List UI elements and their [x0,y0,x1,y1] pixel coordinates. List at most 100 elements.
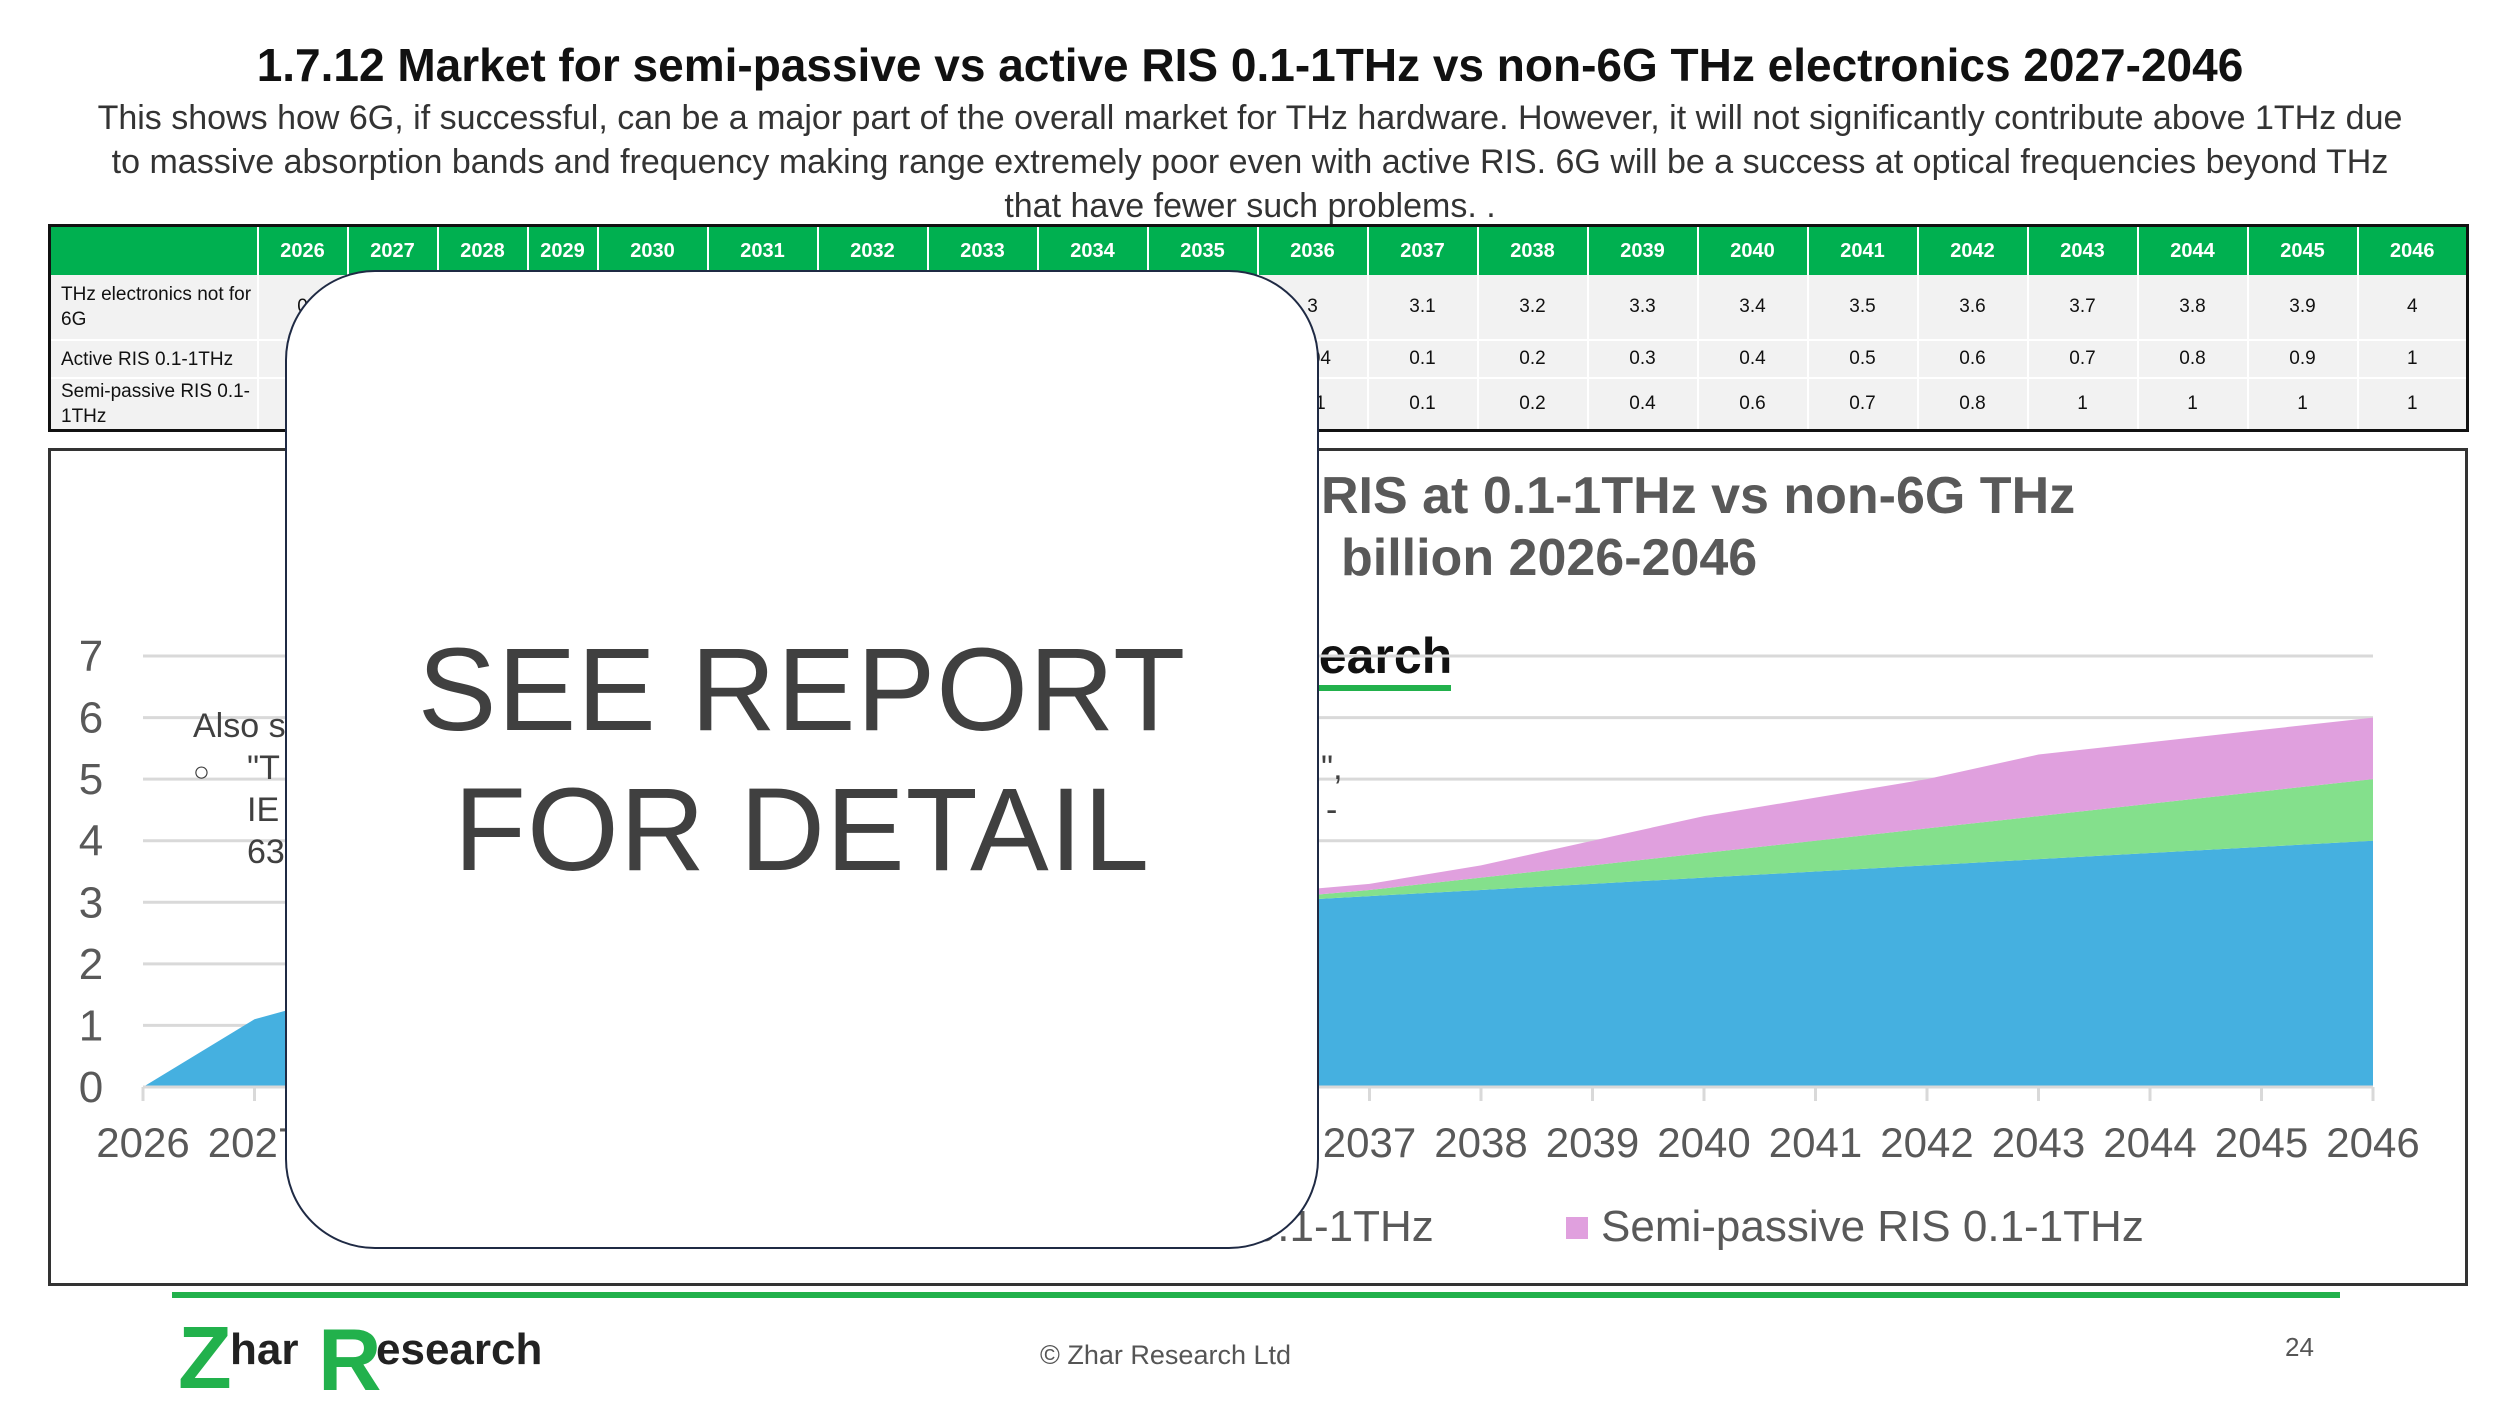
year-header: 2039 [1586,225,1698,275]
logo-esearch: esearch [376,1325,542,1374]
note-comma: ", [1321,749,1343,787]
year-header: 2031 [706,225,818,275]
y-tick-label: 3 [79,878,103,927]
x-tick-label: 2039 [1546,1119,1639,1166]
logo-r: R [318,1310,382,1398]
year-header: 2030 [596,225,708,275]
note-num: 63 [247,833,285,871]
year-header: 2040 [1696,225,1808,275]
table-cell: 3.7 [2026,275,2138,340]
copyright: © Zhar Research Ltd [1040,1340,1292,1370]
table-cell: 0.6 [1696,377,1808,431]
table-cell: 0.5 [1806,339,1918,378]
note-quote: "T [247,749,280,787]
x-tick-label: 2041 [1769,1119,1862,1166]
x-tick-label: 2026 [96,1119,189,1166]
y-tick-label: 5 [79,755,103,804]
note-dash: - [1326,791,1337,829]
y-tick-label: 2 [79,940,103,989]
year-header: 2044 [2136,225,2248,275]
year-header: 2041 [1806,225,1918,275]
page-title: 1.7.12 Market for semi-passive vs active… [256,39,2244,91]
table-cell: 3.3 [1586,275,1698,340]
overlay-line-1: SEE REPORT [417,623,1187,756]
chart-title-line-2: billion 2026-2046 [1341,529,1757,587]
table-cell: 0.7 [1806,377,1918,431]
table-cell: 0.1 [1366,377,1478,431]
note-ie: IE [247,791,279,829]
table-cell: 1 [2026,377,2138,431]
year-header: 2043 [2026,225,2138,275]
row-label: THz electronics not for 6G [48,275,258,340]
y-tick-label: 4 [79,817,103,866]
table-cell: 3.6 [1916,275,2028,340]
table-cell: 3.8 [2136,275,2248,340]
y-tick-label: 1 [79,1001,103,1050]
table-cell: 0.1 [1366,339,1478,378]
year-header: 2034 [1036,225,1148,275]
table-cell: 0.8 [1916,377,2028,431]
year-header: 2033 [926,225,1038,275]
area-series-3 [143,717,2373,1087]
table-cell: 0.9 [2246,339,2358,378]
year-header: 2036 [1256,225,1368,275]
table-cell: 0.8 [2136,339,2248,378]
year-header: 2035 [1146,225,1258,275]
table-cell: 0.6 [1916,339,2028,378]
legend-label-semi: Semi-passive RIS 0.1-1THz [1601,1202,2144,1251]
year-header: 2032 [816,225,928,275]
year-header: 2026 [256,225,348,275]
table-cell: 0.4 [1696,339,1808,378]
year-header: 2038 [1476,225,1588,275]
chart-title-line-1: RIS at 0.1-1THz vs non-6G THz [1321,467,2075,525]
page-subtitle: This shows how 6G, if successful, can be… [97,99,2403,225]
table-cell: 1 [2356,339,2468,378]
year-header: 2027 [346,225,438,275]
x-tick-label: 2043 [1992,1119,2085,1166]
x-tick-label: 2045 [2215,1119,2308,1166]
table-cell: 1 [2246,377,2358,431]
area-series-2 [143,779,2373,1087]
table-cell: 4 [2356,275,2468,340]
year-header: 2045 [2246,225,2358,275]
overlay-line-2: FOR DETAIL [453,763,1151,896]
table-cell: 3.5 [1806,275,1918,340]
zhar-research-logo: Z har R esearch [178,1308,542,1398]
page-number: 24 [2285,1332,2314,1362]
note-bullet: ○ [193,756,210,787]
table-header-row: 2026 2027 2028 2029 2030 2031 2032 2033 2034 2035… [48,225,2468,275]
chart-source-underline [1291,685,1451,691]
table-cell: 1 [2356,377,2468,431]
table-cell: 3.1 [1366,275,1478,340]
table-cell: 3.2 [1476,275,1588,340]
year-header: 2037 [1366,225,1478,275]
table-cell: 0.3 [1586,339,1698,378]
table-cell: 0.2 [1476,339,1588,378]
x-tick-label: 2046 [2326,1119,2419,1166]
row-label: Semi-passive RIS 0.1-1THz [48,377,258,431]
year-header: 2042 [1916,225,2028,275]
y-tick-label: 6 [79,694,103,743]
table-cell: 1 [2136,377,2248,431]
x-tick-label: 2042 [1880,1119,1973,1166]
x-tick-label: 2037 [1323,1119,1416,1166]
year-header: 2029 [526,225,598,275]
legend-swatch-series-3 [1566,1217,1588,1239]
table-cell: 3.9 [2246,275,2358,340]
year-header: 2028 [436,225,528,275]
x-tick-label: 2038 [1434,1119,1527,1166]
x-tick-label: 2044 [2103,1119,2196,1166]
y-tick-label: 7 [79,632,103,681]
row-label: Active RIS 0.1-1THz [48,339,258,378]
logo-har: har [230,1325,298,1374]
table-cell: 0.2 [1476,377,1588,431]
table-cell: 0.7 [2026,339,2138,378]
logo-z: Z [178,1308,232,1398]
footer-divider [172,1292,2340,1298]
table-corner [48,225,258,275]
note-also: Also s [193,707,286,745]
table-cell: 0.4 [1586,377,1698,431]
year-header: 2046 [2356,225,2468,275]
table-cell: 3.4 [1696,275,1808,340]
y-tick-label: 0 [79,1063,103,1112]
